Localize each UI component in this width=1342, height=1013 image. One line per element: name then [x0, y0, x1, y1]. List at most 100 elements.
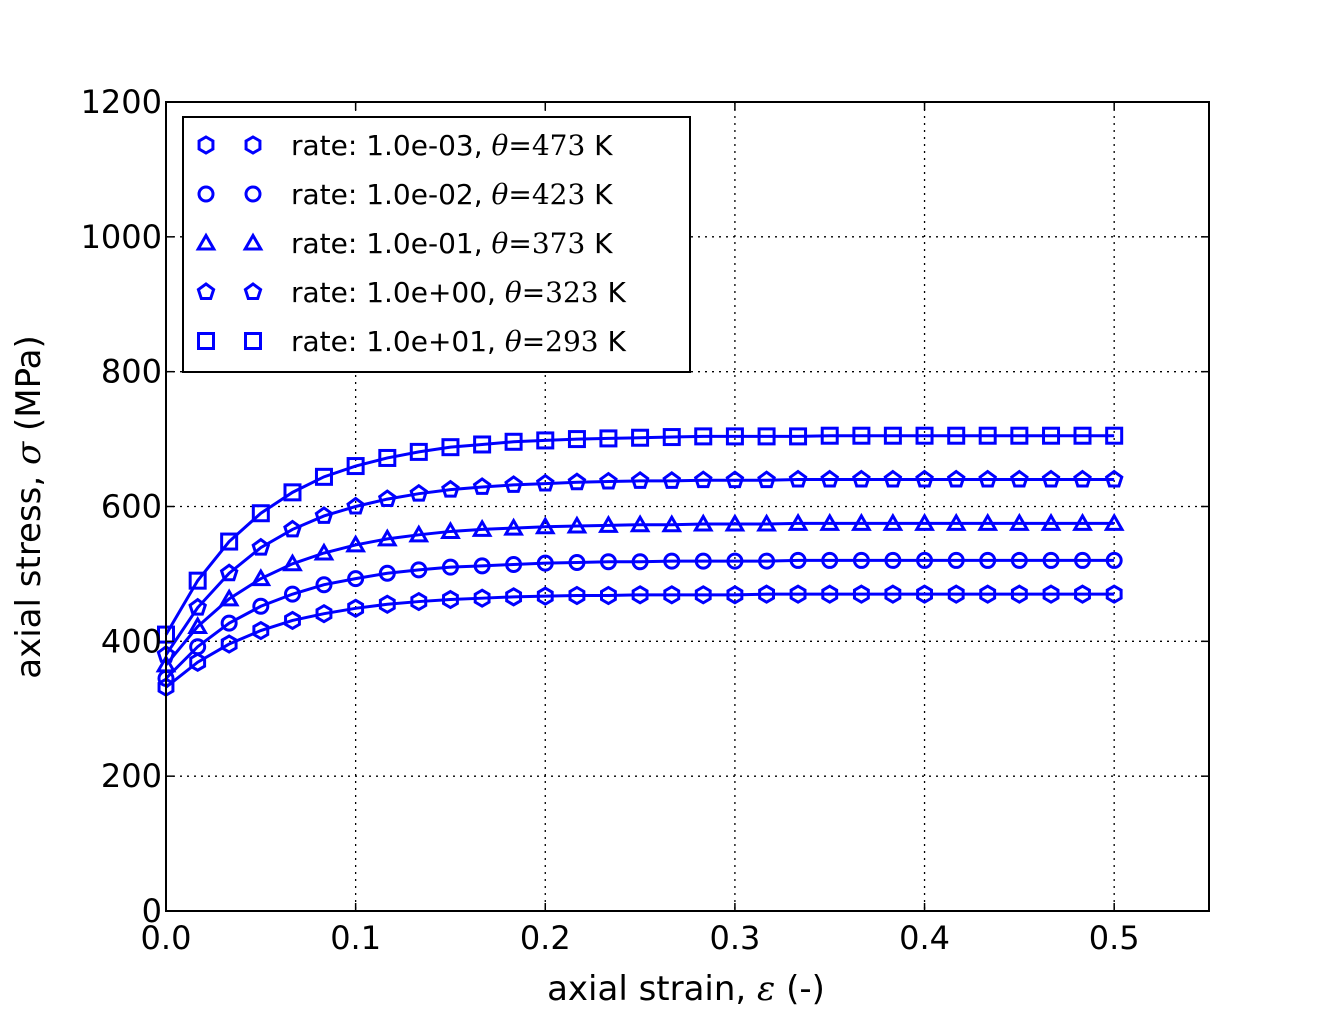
legend-theta: θ [505, 325, 522, 358]
circle-marker [252, 597, 270, 615]
triangle-marker [250, 568, 272, 587]
hexagon-marker [916, 584, 933, 604]
circle-marker [663, 552, 681, 570]
square-marker [441, 438, 460, 457]
circle-marker [315, 576, 333, 594]
triangle-marker [408, 524, 430, 543]
hexagon-marker [852, 584, 870, 604]
circle-marker [441, 558, 459, 576]
legend-temperature: =423 [508, 178, 585, 211]
pentagon-marker [662, 471, 682, 489]
triangle-marker [1072, 512, 1093, 531]
hexagon-marker [821, 584, 839, 604]
triangle-marker [376, 528, 398, 547]
circle-marker [852, 551, 870, 569]
triangle-marker [692, 513, 714, 532]
square-marker [244, 332, 262, 350]
y-tick-label: 0 [142, 892, 162, 930]
square-marker [1073, 426, 1092, 445]
legend-label: rate: 1.0e-02, θ=423 K [291, 178, 613, 211]
hexagon-marker [631, 585, 649, 605]
triangle-marker [282, 553, 303, 572]
series-hexagon [157, 584, 1123, 697]
hexagon-marker [1074, 584, 1091, 604]
triangle-marker [345, 534, 367, 553]
legend-unit: K [599, 276, 627, 309]
square-marker [504, 432, 523, 451]
pentagon-marker [314, 506, 334, 524]
hexagon-marker [347, 598, 365, 619]
pentagon-marker [757, 470, 776, 489]
square-marker [915, 426, 934, 445]
square-marker [220, 532, 239, 551]
legend-unit: K [585, 227, 613, 260]
hexagon-marker [1042, 584, 1060, 604]
x-label-symbol: ε [757, 969, 775, 1009]
square-marker [378, 448, 397, 467]
pentagon-marker [409, 483, 429, 502]
circle-marker [220, 614, 238, 632]
legend-temperature: =293 [522, 325, 599, 358]
pentagon-marker [535, 473, 555, 492]
triangle-marker [914, 512, 935, 531]
legend-label: rate: 1.0e-01, θ=373 K [291, 227, 613, 260]
triangle-marker [756, 513, 777, 532]
pentagon-marker [883, 469, 903, 488]
triangle-marker [787, 512, 809, 531]
circle-marker [378, 564, 396, 582]
square-marker [883, 426, 902, 445]
circle-marker [821, 551, 839, 569]
legend-temperature: =323 [522, 276, 599, 309]
square-marker [251, 504, 270, 523]
circle-marker [694, 552, 712, 570]
y-label-unit: (MPa) [9, 335, 49, 441]
series-line [164, 521, 1115, 666]
circle-marker [473, 557, 491, 575]
pentagon-marker [788, 469, 808, 488]
triangle-marker [440, 520, 461, 539]
square-marker [346, 457, 365, 476]
triangle-marker [503, 517, 524, 536]
triangle-marker [218, 588, 240, 607]
legend-entry: rate: 1.0e-02, θ=423 K [197, 178, 613, 211]
legend-unit: K [585, 178, 613, 211]
circle-marker [916, 551, 934, 569]
circle-marker [536, 554, 554, 572]
legend-entry: rate: 1.0e-01, θ=373 K [195, 227, 613, 260]
hexagon-marker [1105, 584, 1123, 604]
x-tick-label: 0.4 [899, 919, 950, 957]
square-marker [1105, 426, 1124, 445]
y-tick-label: 800 [101, 353, 162, 391]
circle-marker [947, 551, 965, 569]
hexagon-marker [378, 594, 396, 614]
legend-box [182, 116, 691, 373]
y-tick-label: 1000 [81, 218, 162, 256]
x-label-text: axial strain, [547, 969, 757, 1009]
triangle-marker [977, 512, 999, 531]
triangle-marker [534, 516, 556, 535]
square-marker [567, 430, 586, 449]
hexagon-marker [473, 588, 491, 608]
square-marker [631, 428, 650, 447]
legend-temperature: =473 [508, 129, 585, 162]
pentagon-marker [472, 477, 492, 495]
legend-rate: rate: 1.0e+00, [291, 276, 505, 309]
triangle-marker [851, 512, 872, 531]
square-marker [536, 431, 555, 450]
hexagon-marker [599, 585, 617, 606]
pentagon-marker [599, 471, 618, 490]
ticks: 0.0 0.1 0.2 0.3 0.4 0.5 0 200 400 600 800 1000 1200 [81, 83, 1209, 957]
triangle-marker [819, 512, 841, 531]
hexagon-marker [789, 584, 807, 604]
circle-marker [979, 551, 997, 569]
pentagon-marker [820, 469, 840, 488]
square-marker [694, 427, 713, 446]
hexagon-marker [663, 585, 681, 605]
hexagon-marker [536, 586, 554, 606]
triangle-marker [882, 512, 904, 531]
triangle-marker [945, 512, 967, 531]
series-triangle [155, 512, 1125, 673]
pentagon-marker [978, 469, 998, 488]
circle-marker [568, 553, 586, 571]
circle-marker [283, 585, 301, 603]
